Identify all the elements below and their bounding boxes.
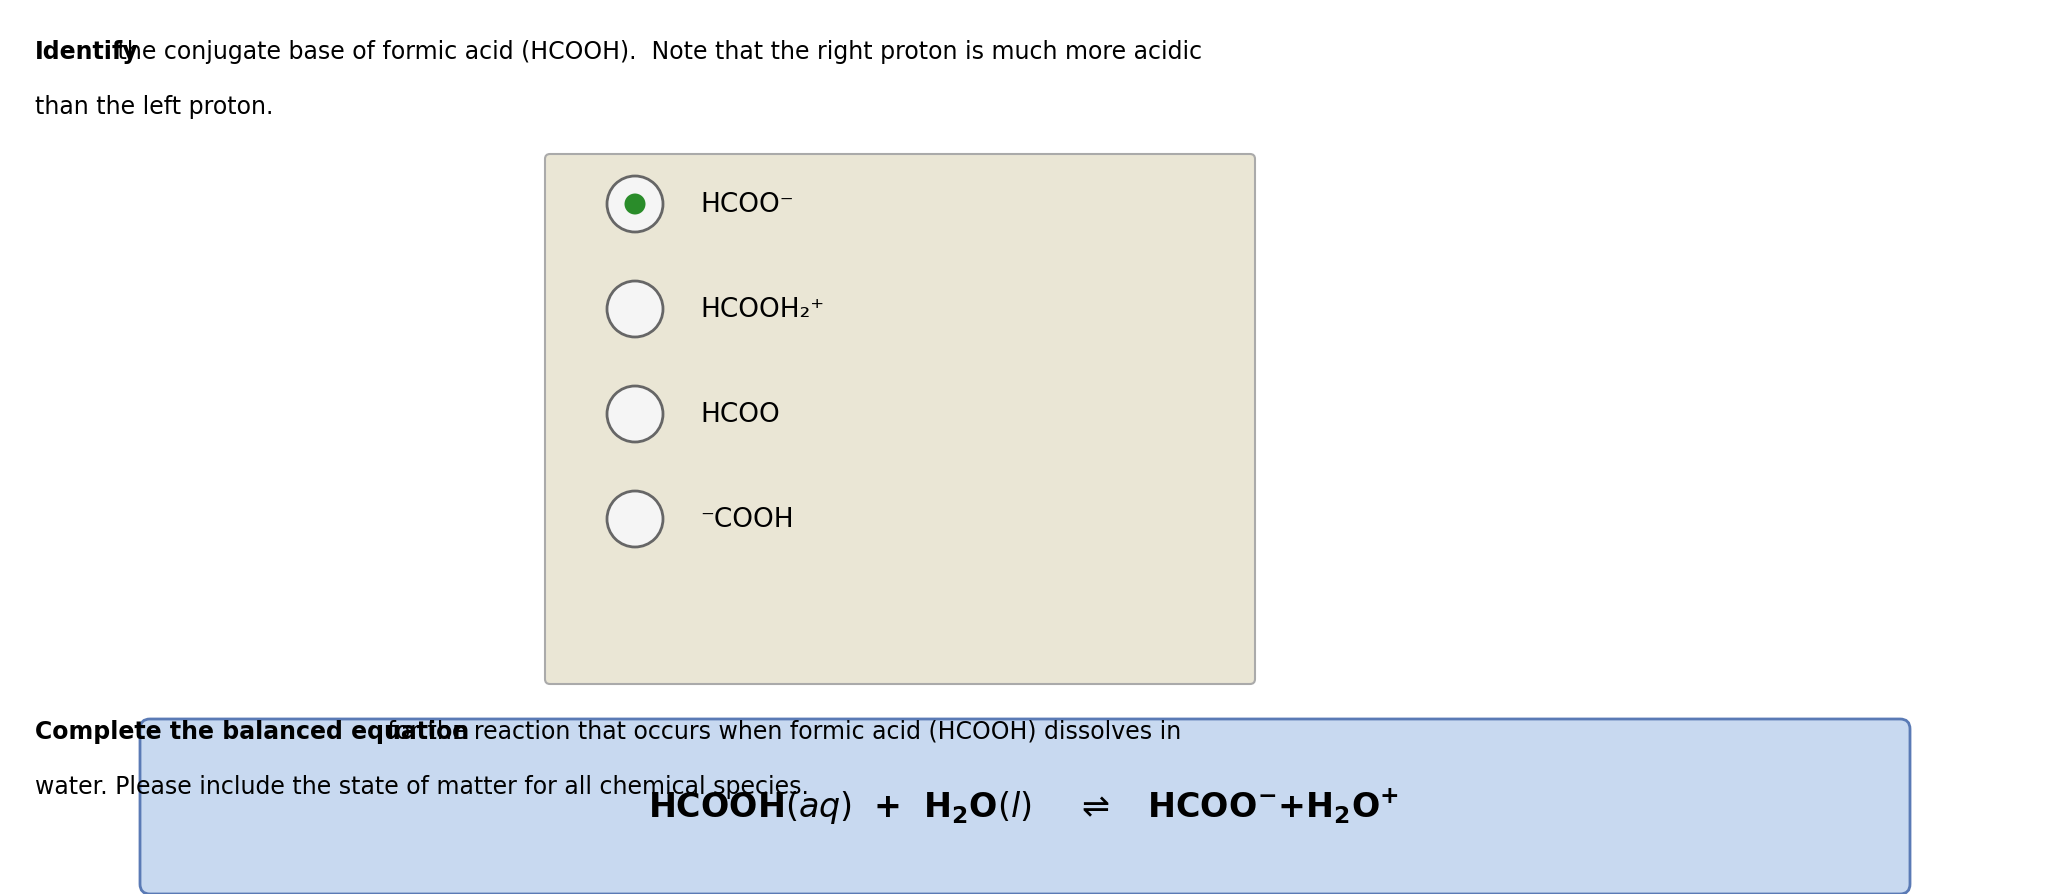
Ellipse shape: [608, 492, 663, 547]
Text: HCOO⁻: HCOO⁻: [700, 192, 794, 218]
Text: water. Please include the state of matter for all chemical species.: water. Please include the state of matte…: [35, 774, 808, 798]
Ellipse shape: [608, 282, 663, 338]
Text: the conjugate base of formic acid (HCOOH).  Note that the right proton is much m: the conjugate base of formic acid (HCOOH…: [110, 40, 1203, 64]
Text: than the left proton.: than the left proton.: [35, 95, 274, 119]
Ellipse shape: [608, 177, 663, 232]
Text: Complete the balanced equation: Complete the balanced equation: [35, 719, 469, 743]
Text: Identify: Identify: [35, 40, 139, 64]
FancyBboxPatch shape: [139, 719, 1911, 894]
Ellipse shape: [608, 386, 663, 443]
Text: $\mathbf{HCOOH}$$\mathit{(aq)}$  $\mathbf{+}$  $\mathbf{H_2O}$$\mathit{(l)}$    : $\mathbf{HCOOH}$$\mathit{(aq)}$ $\mathbf…: [649, 787, 1397, 826]
Text: ⁻COOH: ⁻COOH: [700, 506, 794, 533]
Text: for the reaction that occurs when formic acid (HCOOH) dissolves in: for the reaction that occurs when formic…: [381, 719, 1181, 743]
FancyBboxPatch shape: [544, 155, 1254, 684]
Text: HCOOH₂⁺: HCOOH₂⁺: [700, 297, 825, 323]
Text: HCOO: HCOO: [700, 401, 780, 427]
Ellipse shape: [624, 194, 644, 215]
